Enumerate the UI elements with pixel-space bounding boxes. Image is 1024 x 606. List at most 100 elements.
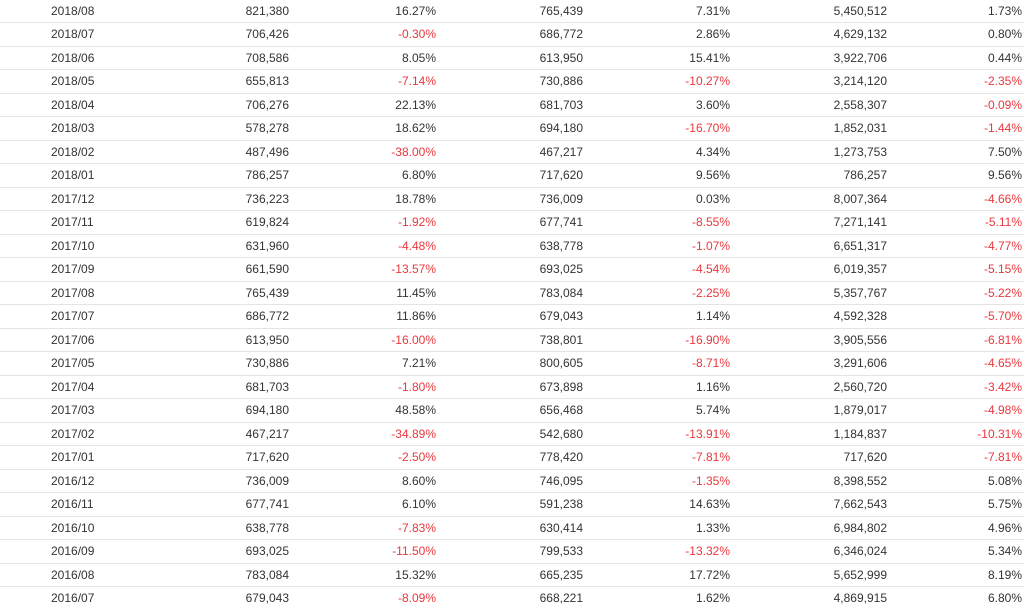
table-row: 2016/11 677,741 6.10% 591,238 14.63% 7,662,54… <box>0 492 1024 517</box>
change-cell-1: 11.86% <box>291 304 438 329</box>
month-cell: 2018/02 <box>0 140 105 164</box>
value-cell-1: 677,741 <box>105 492 291 517</box>
month-cell: 2016/09 <box>0 539 105 564</box>
cumulative-change-cell: 5.08% <box>889 469 1024 493</box>
value-cell-1: 681,703 <box>105 375 291 399</box>
value-cell-1: 631,960 <box>105 234 291 258</box>
month-cell: 2016/12 <box>0 469 105 493</box>
change-cell-1: 22.13% <box>291 93 438 117</box>
change-cell-2: 3.60% <box>585 93 732 117</box>
change-cell-1: -2.50% <box>291 445 438 470</box>
cumulative-change-cell: -1.44% <box>889 116 1024 141</box>
change-cell-1: -4.48% <box>291 234 438 258</box>
cumulative-cell: 786,257 <box>732 163 889 188</box>
value-cell-2: 613,950 <box>438 46 585 70</box>
table-row: 2018/03 578,278 18.62% 694,180 -16.70% 1,852,… <box>0 116 1024 141</box>
value-cell-2: 677,741 <box>438 210 585 235</box>
change-cell-1: -1.80% <box>291 375 438 399</box>
month-cell: 2017/10 <box>0 234 105 258</box>
cumulative-change-cell: -3.42% <box>889 375 1024 399</box>
change-cell-1: -34.89% <box>291 422 438 446</box>
cumulative-cell: 7,271,141 <box>732 210 889 235</box>
change-cell-1: 48.58% <box>291 398 438 423</box>
change-cell-2: -2.25% <box>585 281 732 305</box>
change-cell-2: 15.41% <box>585 46 732 70</box>
value-cell-1: 706,276 <box>105 93 291 117</box>
value-cell-2: 694,180 <box>438 116 585 141</box>
table-row: 2017/05 730,886 7.21% 800,605 -8.71% 3,291,60… <box>0 351 1024 376</box>
cumulative-cell: 2,560,720 <box>732 375 889 399</box>
change-cell-1: 16.27% <box>291 0 438 23</box>
cumulative-cell: 5,652,999 <box>732 563 889 587</box>
value-cell-1: 821,380 <box>105 0 291 23</box>
month-cell: 2018/06 <box>0 46 105 70</box>
cumulative-change-cell: 8.19% <box>889 563 1024 587</box>
change-cell-2: 7.31% <box>585 0 732 23</box>
table-row: 2017/01 717,620 -2.50% 778,420 -7.81% 717,620… <box>0 445 1024 470</box>
month-cell: 2017/02 <box>0 422 105 446</box>
cumulative-change-cell: 4.96% <box>889 516 1024 540</box>
change-cell-2: 4.34% <box>585 140 732 164</box>
month-cell: 2017/03 <box>0 398 105 423</box>
value-cell-2: 673,898 <box>438 375 585 399</box>
cumulative-change-cell: 0.44% <box>889 46 1024 70</box>
cumulative-change-cell: -4.66% <box>889 187 1024 211</box>
change-cell-2: 1.16% <box>585 375 732 399</box>
month-cell: 2017/08 <box>0 281 105 305</box>
change-cell-2: 1.14% <box>585 304 732 329</box>
table-row: 2018/08 821,380 16.27% 765,439 7.31% 5,450,51… <box>0 0 1024 23</box>
value-cell-1: 613,950 <box>105 328 291 352</box>
table-row: 2018/05 655,813 -7.14% 730,886 -10.27% 3,214,… <box>0 69 1024 94</box>
change-cell-1: 6.80% <box>291 163 438 188</box>
value-cell-2: 717,620 <box>438 163 585 188</box>
cumulative-cell: 3,922,706 <box>732 46 889 70</box>
change-cell-2: 2.86% <box>585 22 732 47</box>
cumulative-cell: 1,879,017 <box>732 398 889 423</box>
value-cell-2: 668,221 <box>438 586 585 606</box>
change-cell-1: 8.60% <box>291 469 438 493</box>
value-cell-2: 736,009 <box>438 187 585 211</box>
cumulative-cell: 4,592,328 <box>732 304 889 329</box>
value-cell-1: 786,257 <box>105 163 291 188</box>
change-cell-2: 9.56% <box>585 163 732 188</box>
cumulative-cell: 3,291,606 <box>732 351 889 376</box>
month-cell: 2016/08 <box>0 563 105 587</box>
month-cell: 2016/10 <box>0 516 105 540</box>
value-cell-1: 708,586 <box>105 46 291 70</box>
value-cell-2: 783,084 <box>438 281 585 305</box>
value-cell-2: 630,414 <box>438 516 585 540</box>
cumulative-cell: 1,852,031 <box>732 116 889 141</box>
value-cell-2: 800,605 <box>438 351 585 376</box>
change-cell-2: 0.03% <box>585 187 732 211</box>
change-cell-2: 17.72% <box>585 563 732 587</box>
change-cell-1: -7.83% <box>291 516 438 540</box>
change-cell-1: 6.10% <box>291 492 438 517</box>
change-cell-1: 18.62% <box>291 116 438 141</box>
month-cell: 2017/07 <box>0 304 105 329</box>
month-cell: 2018/04 <box>0 93 105 117</box>
cumulative-change-cell: 0.80% <box>889 22 1024 47</box>
value-cell-2: 656,468 <box>438 398 585 423</box>
value-cell-2: 778,420 <box>438 445 585 470</box>
month-cell: 2016/07 <box>0 586 105 606</box>
change-cell-2: 1.33% <box>585 516 732 540</box>
table-row: 2016/10 638,778 -7.83% 630,414 1.33% 6,984,80… <box>0 516 1024 540</box>
change-cell-2: -8.55% <box>585 210 732 235</box>
change-cell-1: -0.30% <box>291 22 438 47</box>
change-cell-1: 15.32% <box>291 563 438 587</box>
cumulative-change-cell: -0.09% <box>889 93 1024 117</box>
cumulative-change-cell: -4.98% <box>889 398 1024 423</box>
table-row: 2016/12 736,009 8.60% 746,095 -1.35% 8,398,55… <box>0 469 1024 493</box>
month-cell: 2018/08 <box>0 0 105 23</box>
change-cell-2: 5.74% <box>585 398 732 423</box>
cumulative-change-cell: -5.15% <box>889 257 1024 282</box>
change-cell-1: 8.05% <box>291 46 438 70</box>
cumulative-change-cell: 9.56% <box>889 163 1024 188</box>
value-cell-2: 665,235 <box>438 563 585 587</box>
change-cell-1: -7.14% <box>291 69 438 94</box>
change-cell-2: -10.27% <box>585 69 732 94</box>
cumulative-cell: 1,184,837 <box>732 422 889 446</box>
cumulative-change-cell: -5.70% <box>889 304 1024 329</box>
